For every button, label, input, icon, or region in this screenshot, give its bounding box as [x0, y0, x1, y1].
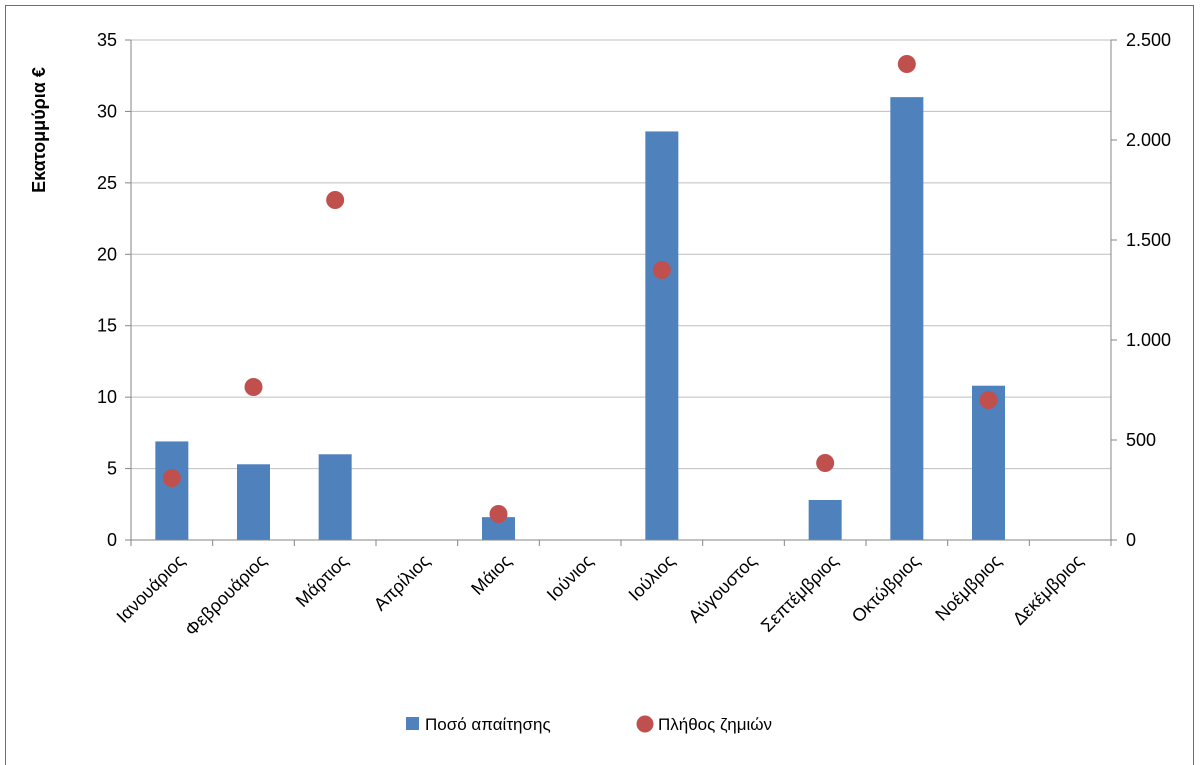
- point: [326, 191, 345, 209]
- bar: [972, 385, 1005, 540]
- bar: [890, 97, 924, 541]
- bars: [155, 97, 1005, 541]
- y-tick-label: 35: [97, 30, 117, 50]
- x-tick-label: Μάρτιος: [292, 550, 352, 610]
- y-tick-label: 15: [97, 316, 117, 336]
- bar: [808, 500, 842, 540]
- x-tick-label: Αύγουστος: [684, 550, 760, 626]
- bar: [645, 131, 679, 540]
- x-tick-label: Φεβρουάριος: [181, 550, 270, 639]
- points: [162, 55, 998, 523]
- chart-frame: [5, 5, 1194, 765]
- y2-tick-label: 1.500: [1126, 230, 1171, 250]
- point: [489, 505, 508, 523]
- x-tick-label: Μάιος: [467, 550, 515, 598]
- y-tick-label: 5: [107, 459, 117, 479]
- left-axis-ticks: 0 5 10 15 20 25 30 35: [97, 30, 117, 550]
- x-tick-label: Οκτώβριος: [848, 550, 924, 626]
- x-tick-label: Δεκέμβριος: [1009, 550, 1088, 629]
- bar: [318, 454, 352, 540]
- point: [244, 378, 263, 396]
- legend-swatch-dot: [636, 715, 654, 733]
- x-tick-label: Νοέμβριος: [931, 550, 1005, 624]
- legend: Ποσό απαίτησης Πλήθος ζημιών: [406, 715, 772, 734]
- x-tick-label: Απρίλιος: [370, 550, 434, 614]
- point: [897, 55, 916, 73]
- y-axis-label: Εκατομμύρια €: [29, 67, 49, 193]
- x-tick-label: Ιούλιος: [625, 550, 679, 604]
- y2-tick-label: 1.000: [1126, 330, 1171, 350]
- bar: [155, 441, 189, 540]
- y2-tick-label: 0: [1126, 530, 1136, 550]
- point: [652, 261, 671, 279]
- y2-tick-label: 2.000: [1126, 130, 1171, 150]
- legend-swatch-bar: [406, 717, 419, 730]
- point: [162, 469, 181, 487]
- x-tick-label: Ιανουάριος: [113, 550, 189, 626]
- y-tick-label: 10: [97, 387, 117, 407]
- x-tick-label: Ιούνιος: [543, 550, 597, 604]
- right-axis-ticks: 0 500 1.000 1.500 2.000 2.500: [1126, 30, 1171, 550]
- y2-tick-label: 2.500: [1126, 30, 1171, 50]
- legend-label-bar: Ποσό απαίτησης: [425, 715, 551, 734]
- x-tick-label: Σεπτέμβριος: [757, 550, 842, 635]
- gridlines: [131, 39, 1111, 470]
- bar: [237, 464, 270, 540]
- y-tick-label: 25: [97, 173, 117, 193]
- point: [816, 454, 835, 472]
- point: [979, 391, 998, 409]
- bar: [482, 517, 515, 540]
- legend-label-dot: Πλήθος ζημιών: [658, 715, 772, 734]
- y-tick-label: 30: [97, 101, 117, 121]
- y2-tick-label: 500: [1126, 430, 1156, 450]
- y-tick-label: 20: [97, 244, 117, 264]
- axes: [125, 39, 1117, 546]
- y-tick-label: 0: [107, 530, 117, 550]
